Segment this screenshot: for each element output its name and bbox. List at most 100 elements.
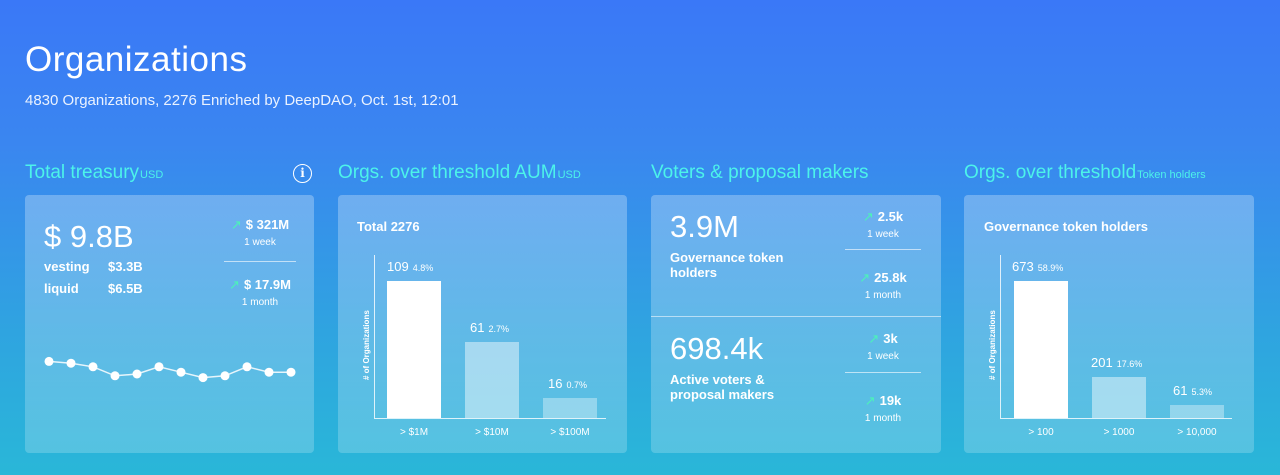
sparkline-point: [176, 367, 186, 377]
holders-bar-1000-pct: 17.6%: [1116, 359, 1143, 369]
holders-bar-100-label: 673 58.9%: [1012, 259, 1063, 274]
aum-tick-10m: > $10M: [475, 427, 509, 438]
holders-bar-100-pct: 58.9%: [1037, 263, 1064, 273]
treasury-month-value: $ 17.9M: [243, 277, 291, 292]
holders-card: Governance token holders # of Organizati…: [964, 195, 1254, 453]
holders-bar-10000-pct: 5.3%: [1191, 387, 1212, 397]
sparkline-point: [132, 369, 142, 379]
trend-up-icon: ↗: [864, 393, 876, 408]
aum-y-axis-label: # of Organizations: [362, 310, 371, 380]
gov-month-stat: ↗ 25.8k 1 month: [845, 270, 921, 301]
page-subtitle: 4830 Organizations, 2276 Enriched by Dee…: [25, 92, 459, 109]
gov-week-value: 2.5k: [877, 209, 904, 224]
aum-bar-1m-label: 109 4.8%: [387, 259, 433, 274]
trend-up-icon: ↗: [859, 270, 871, 285]
sparkline-line: [48, 360, 291, 379]
sparkline-point: [154, 362, 164, 372]
treasury-title-text: Total treasury: [25, 162, 140, 183]
holders-bar-1000[interactable]: [1092, 377, 1146, 418]
treasury-sparkline: [44, 356, 296, 383]
gov-week-label: 1 week: [867, 229, 899, 240]
active-week-stat: ↗ 3k 1 week: [845, 331, 921, 362]
aum-x-axis: [374, 418, 606, 419]
aum-card-title: Total 2276: [357, 219, 420, 234]
page-title: Organizations: [25, 40, 248, 79]
divider: [224, 261, 296, 262]
sparkline-point: [66, 358, 76, 368]
divider: [845, 372, 921, 373]
info-icon[interactable]: i: [293, 164, 312, 183]
sparkline-point: [242, 362, 252, 372]
treasury-week-label: 1 week: [244, 237, 276, 248]
gov-month-value: 25.8k: [874, 270, 907, 285]
sparkline-point: [88, 362, 98, 372]
treasury-section-title: Total treasuryUSD: [25, 162, 163, 184]
aum-bar-1m-value: 109: [387, 259, 409, 274]
trend-up-icon: ↗: [230, 217, 242, 232]
holders-section-title: Orgs. over thresholdToken holders: [964, 162, 1206, 184]
trend-up-icon: ↗: [868, 331, 880, 346]
holders-x-axis: [1000, 418, 1232, 419]
gov-holders-label: Governance token holders: [670, 250, 784, 280]
treasury-month-label: 1 month: [241, 297, 279, 308]
active-month-label: 1 month: [864, 413, 902, 424]
gov-week-stat: ↗ 2.5k 1 week: [845, 209, 921, 240]
aum-bar-10m-pct: 2.7%: [488, 324, 509, 334]
aum-title-unit: USD: [557, 169, 581, 181]
treasury-week-stat: ↗ $ 321M 1 week: [224, 217, 296, 248]
holders-tick-100: > 100: [1028, 427, 1054, 438]
sparkline-point: [110, 371, 120, 381]
aum-section-title: Orgs. over threshold AUMUSD: [338, 162, 581, 184]
holders-bar-1000-label: 201 17.6%: [1091, 355, 1142, 370]
aum-tick-1m: > $1M: [399, 427, 429, 438]
aum-y-axis: [374, 255, 375, 418]
holders-y-axis: [1000, 255, 1001, 418]
aum-bar-100m-label: 16 0.7%: [548, 376, 587, 391]
treasury-title-unit: USD: [140, 169, 164, 181]
treasury-week-value: $ 321M: [245, 217, 290, 232]
sparkline-point: [286, 367, 296, 377]
gov-holders-value: 3.9M: [670, 209, 739, 244]
sparkline-point: [44, 356, 54, 366]
aum-card: Total 2276 # of Organizations 109 4.8% 61…: [338, 195, 627, 453]
holders-bar-100[interactable]: [1014, 281, 1068, 418]
holders-bar-1000-value: 201: [1091, 355, 1113, 370]
aum-title-text: Orgs. over threshold AUM: [338, 162, 557, 183]
aum-tick-100m: > $100M: [550, 427, 590, 438]
active-month-value: 19k: [879, 393, 902, 408]
aum-bar-100m[interactable]: [543, 398, 597, 418]
trend-up-icon: ↗: [229, 277, 240, 292]
aum-bar-10m[interactable]: [465, 342, 519, 418]
active-voters-value: 698.4k: [670, 331, 764, 366]
treasury-card: $ 9.8B vesting $3.3B liquid $6.5B ↗ $ 321…: [25, 195, 314, 453]
holders-card-title: Governance token holders: [984, 219, 1148, 234]
active-voters-label: Active voters & proposal makers: [670, 372, 775, 402]
holders-title-unit: Token holders: [1137, 169, 1206, 181]
aum-bar-1m-pct: 4.8%: [412, 263, 434, 273]
liquid-value: $6.5B: [108, 281, 143, 296]
voters-card: 3.9M Governance token holders ↗ 2.5k 1 we…: [651, 195, 941, 453]
holders-bar-10000[interactable]: [1170, 405, 1224, 418]
aum-bar-100m-value: 16: [548, 376, 563, 391]
treasury-total: $ 9.8B: [44, 219, 134, 254]
section-divider: [651, 316, 941, 317]
active-week-label: 1 week: [867, 351, 899, 362]
aum-bar-1m[interactable]: [387, 281, 441, 418]
holders-bar-10000-value: 61: [1173, 383, 1188, 398]
holders-tick-1000: > 1000: [1103, 427, 1135, 438]
sparkline-point: [264, 367, 274, 377]
treasury-month-stat: ↗ $ 17.9M 1 month: [224, 277, 296, 308]
aum-bar-100m-pct: 0.7%: [566, 380, 587, 390]
holders-title-text: Orgs. over threshold: [964, 162, 1137, 183]
liquid-label: liquid: [44, 281, 79, 296]
gov-month-label: 1 month: [864, 290, 902, 301]
trend-up-icon: ↗: [862, 209, 874, 224]
active-month-stat: ↗ 19k 1 month: [845, 393, 921, 424]
vesting-value: $3.3B: [108, 259, 143, 274]
holders-bar-10000-label: 61 5.3%: [1173, 383, 1212, 398]
sparkline-point: [198, 373, 208, 383]
divider: [845, 249, 921, 250]
sparkline-point: [220, 371, 230, 381]
holders-bar-100-value: 673: [1012, 259, 1034, 274]
active-week-value: 3k: [883, 331, 898, 346]
